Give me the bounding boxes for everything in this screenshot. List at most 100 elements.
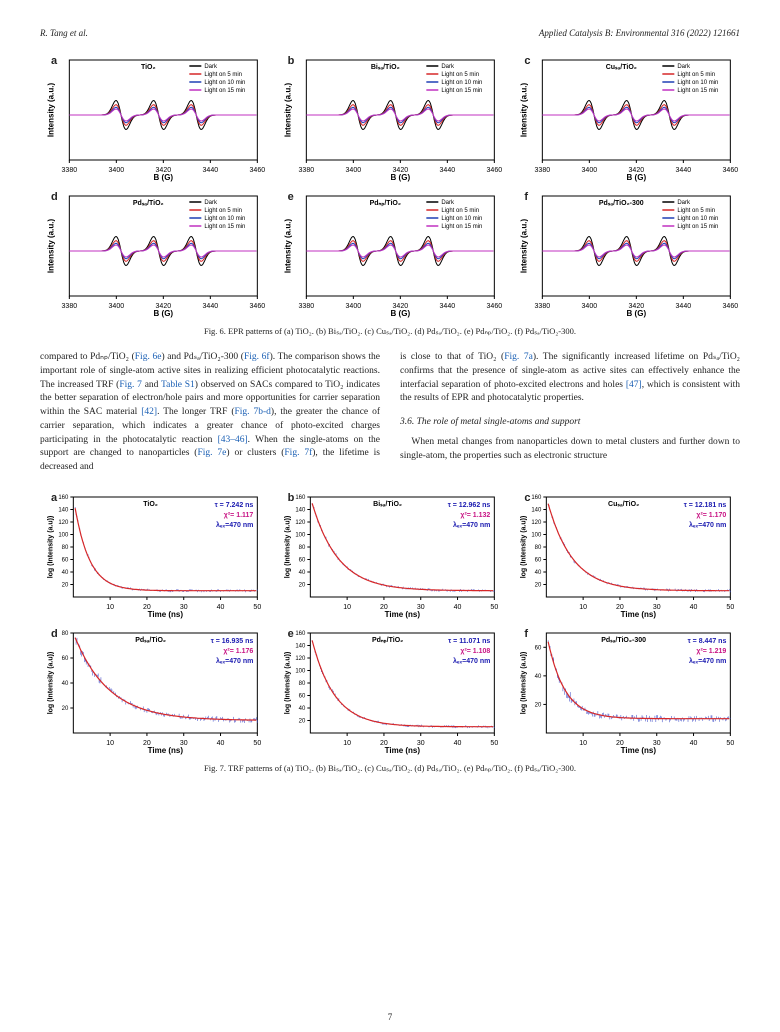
svg-text:20: 20 [62, 706, 69, 712]
svg-text:TiO₂: TiO₂ [141, 64, 156, 71]
svg-text:3400: 3400 [345, 167, 361, 174]
svg-text:140: 140 [295, 508, 306, 514]
panel-label: e [288, 628, 294, 640]
svg-text:20: 20 [535, 583, 542, 589]
svg-text:Dark: Dark [678, 64, 692, 70]
svg-text:Dark: Dark [204, 64, 218, 70]
svg-text:80: 80 [535, 545, 542, 551]
svg-text:40: 40 [217, 740, 225, 747]
svg-text:Light on 15 min: Light on 15 min [678, 88, 719, 94]
svg-text:20: 20 [298, 583, 305, 589]
svg-text:3380: 3380 [298, 303, 314, 310]
svg-text:Dark: Dark [441, 64, 455, 70]
svg-text:3440: 3440 [439, 303, 455, 310]
svg-text:40: 40 [535, 570, 542, 576]
body-para-1: compared to Pdₙₚ/TiO₂ (Fig. 6e) and Pdₛₐ… [40, 351, 380, 475]
svg-text:Time (ns): Time (ns) [384, 746, 420, 755]
svg-text:Cuₛₐ/TiO₂: Cuₛₐ/TiO₂ [606, 64, 637, 71]
svg-text:60: 60 [535, 558, 542, 564]
svg-text:B (G): B (G) [390, 173, 410, 182]
svg-text:Light on 15 min: Light on 15 min [441, 224, 482, 230]
panel-label: c [524, 492, 530, 504]
svg-text:B (G): B (G) [154, 173, 174, 182]
svg-text:Cuₛₐ/TiO₂: Cuₛₐ/TiO₂ [608, 501, 639, 508]
panel-label: b [288, 492, 295, 504]
svg-text:χ²= 1.117: χ²= 1.117 [224, 512, 254, 519]
svg-text:60: 60 [298, 694, 305, 700]
svg-text:B (G): B (G) [627, 173, 647, 182]
svg-text:50: 50 [727, 604, 735, 611]
svg-text:120: 120 [532, 520, 543, 526]
svg-text:Biₛₐ/TiO₂: Biₛₐ/TiO₂ [371, 64, 400, 71]
svg-text:3440: 3440 [439, 167, 455, 174]
svg-text:Time (ns): Time (ns) [148, 610, 184, 619]
svg-text:3400: 3400 [582, 167, 598, 174]
svg-text:50: 50 [253, 740, 261, 747]
svg-text:3380: 3380 [298, 167, 314, 174]
svg-text:χ²= 1.170: χ²= 1.170 [697, 512, 727, 519]
svg-text:40: 40 [453, 740, 461, 747]
svg-text:log (Intensity (a.u)): log (Intensity (a.u)) [521, 652, 528, 715]
page-number: 7 [388, 1012, 393, 1022]
trf-panel-c: c 102030405020406080100120140160 Time (n… [513, 489, 740, 619]
svg-text:40: 40 [298, 706, 305, 712]
svg-text:λₑₓ=470 nm: λₑₓ=470 nm [453, 657, 490, 665]
svg-text:80: 80 [62, 545, 69, 551]
svg-text:λₑₓ=470 nm: λₑₓ=470 nm [453, 521, 490, 529]
svg-text:160: 160 [58, 495, 69, 501]
svg-text:Light on 10 min: Light on 10 min [204, 216, 245, 222]
svg-text:140: 140 [532, 508, 543, 514]
svg-text:140: 140 [58, 508, 69, 514]
svg-text:Light on 15 min: Light on 15 min [678, 224, 719, 230]
svg-text:Light on 5 min: Light on 5 min [441, 208, 479, 214]
svg-text:40: 40 [298, 570, 305, 576]
svg-text:40: 40 [217, 604, 225, 611]
svg-text:3400: 3400 [109, 167, 125, 174]
svg-text:Time (ns): Time (ns) [148, 746, 184, 755]
svg-text:120: 120 [58, 520, 69, 526]
svg-text:60: 60 [62, 656, 69, 662]
svg-text:Time (ns): Time (ns) [621, 746, 657, 755]
svg-text:B (G): B (G) [390, 309, 410, 318]
svg-text:40: 40 [62, 681, 69, 687]
svg-text:Light on 10 min: Light on 10 min [441, 216, 482, 222]
svg-text:log (Intensity (a.u)): log (Intensity (a.u)) [47, 516, 54, 579]
trf-panel-f: f 1020304050204060 Time (ns) log (Intens… [513, 625, 740, 755]
svg-text:10: 10 [580, 740, 588, 747]
svg-text:Biₛₐ/TiO₂: Biₛₐ/TiO₂ [373, 501, 402, 508]
svg-text:λₑₓ=470 nm: λₑₓ=470 nm [689, 521, 726, 529]
svg-text:Light on 5 min: Light on 5 min [678, 72, 716, 78]
svg-text:40: 40 [690, 740, 698, 747]
trf-panel-b: b 102030405020406080100120140160 Time (n… [277, 489, 504, 619]
svg-text:Dark: Dark [204, 200, 218, 206]
panel-label: d [51, 628, 58, 640]
page-header: R. Tang et al. Applied Catalysis B: Envi… [40, 28, 740, 38]
section-heading: 3.6. The role of metal single-atoms and … [400, 416, 740, 430]
svg-text:log (Intensity (a.u)): log (Intensity (a.u)) [284, 516, 291, 579]
svg-text:3460: 3460 [250, 167, 266, 174]
trf-panel-a: a 102030405020406080100120140160 Time (n… [40, 489, 267, 619]
svg-text:160: 160 [295, 631, 306, 637]
body-para-2: is close to that of TiO₂ (Fig. 7a). The … [400, 351, 740, 406]
svg-text:10: 10 [106, 740, 114, 747]
svg-text:3460: 3460 [250, 303, 266, 310]
svg-text:50: 50 [490, 740, 498, 747]
svg-text:χ²= 1.108: χ²= 1.108 [460, 648, 490, 655]
svg-text:40: 40 [690, 604, 698, 611]
svg-text:100: 100 [58, 533, 69, 539]
svg-text:10: 10 [343, 604, 351, 611]
svg-text:100: 100 [532, 533, 543, 539]
svg-text:Pdₛₐ/TiO₂: Pdₛₐ/TiO₂ [133, 200, 164, 207]
svg-text:τ = 16.935 ns: τ = 16.935 ns [211, 638, 254, 645]
svg-text:Time (ns): Time (ns) [621, 610, 657, 619]
panel-label: a [51, 55, 57, 67]
svg-text:Intensity (a.u.): Intensity (a.u.) [46, 83, 55, 138]
svg-text:3460: 3460 [723, 303, 739, 310]
svg-text:Light on 5 min: Light on 5 min [678, 208, 716, 214]
svg-text:140: 140 [295, 644, 306, 650]
svg-text:3380: 3380 [535, 303, 551, 310]
svg-text:3400: 3400 [345, 303, 361, 310]
svg-text:50: 50 [253, 604, 261, 611]
svg-text:Light on 10 min: Light on 10 min [678, 80, 719, 86]
figure-7: a 102030405020406080100120140160 Time (n… [40, 489, 740, 755]
